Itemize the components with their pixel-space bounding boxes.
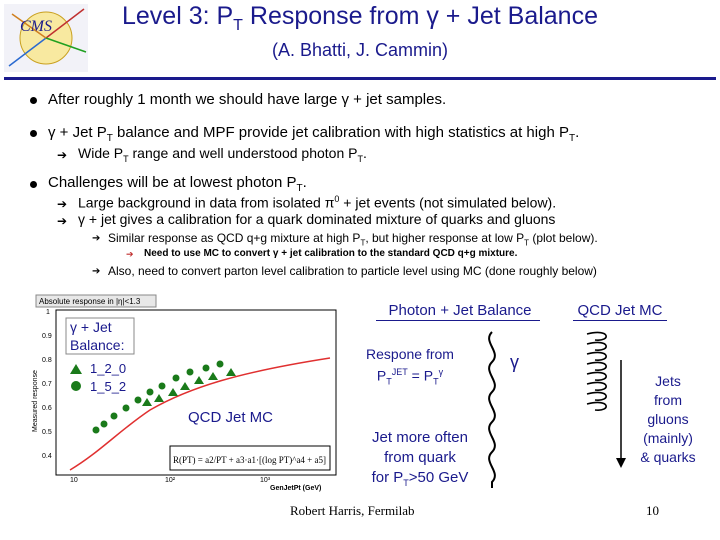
bullet-3-text: Challenges will be at lowest photon PT. [48, 174, 307, 194]
underline [376, 320, 540, 321]
bullet-icon [30, 181, 37, 188]
y-axis-label: Measured response [32, 370, 39, 432]
plot-frame-title: Absolute response in |η|<1.3 [39, 297, 141, 306]
footer-author: Robert Harris, Fermilab [290, 503, 415, 518]
ytick-label: 0.7 [42, 381, 52, 388]
arrow-icon: ➔ [57, 148, 68, 162]
ytick-label: 0.8 [42, 357, 52, 364]
bullet-1-text: After roughly 1 month we should have lar… [48, 91, 447, 108]
fit-formula: R(PT) = a2/PT + a3·a1·[(log PT)^a4 + a5] [173, 455, 326, 465]
bullet-3-sub-2-a-text: Similar response as QCD q+g mixture at h… [108, 231, 598, 248]
jet-quark-label: Jet more often from quark for PT>50 GeV [371, 429, 469, 488]
xtick-label: 10 [70, 477, 78, 484]
response-plot: Absolute response in |η|<1.3 1 0.9 0.8 0… [30, 292, 340, 492]
circle-marker-icon [71, 381, 81, 391]
arrow-icon: ➔ [92, 266, 101, 277]
underline [573, 320, 667, 321]
page-number: 10 [646, 503, 659, 518]
legend-title-line1: γ + Jet [70, 319, 112, 335]
ytick-label: 0.4 [42, 453, 52, 460]
legend-item-1: 1_2_0 [90, 361, 126, 376]
bullet-3-sub-1-text: Large background in data from isolated π… [78, 194, 557, 211]
legend-item-2: 1_5_2 [90, 379, 126, 394]
bullet-2-sub-text: Wide PT range and well understood photon… [78, 145, 367, 164]
arrow-icon: ➔ [92, 233, 101, 244]
cms-logo: CMS [4, 4, 88, 72]
respone-label: Respone from PTJET = PTγ [366, 346, 454, 387]
qcd-jet-mc-header: QCD Jet MC [577, 302, 663, 319]
bullet-3-sub-2-b-text: Also, need to convert parton level calib… [108, 264, 597, 278]
downward-arrow-icon [614, 360, 628, 470]
gamma-symbol: γ [510, 352, 519, 372]
triangle-marker-icon [70, 364, 82, 374]
jets-gluons-label: Jets from gluons (mainly) & quarks [640, 373, 696, 465]
svg-text:CMS: CMS [20, 18, 52, 35]
page-subtitle: (A. Bhatti, J. Cammin) [271, 40, 449, 60]
ytick-label: 0.6 [42, 405, 52, 412]
ytick-label: 0.9 [42, 333, 52, 340]
arrow-icon: ➔ [126, 249, 134, 259]
ytick-label: 1 [46, 309, 50, 316]
photon-jet-balance-label: Photon + Jet Balance [388, 302, 532, 319]
gluon-coil-icon [583, 328, 615, 418]
xtick-label: 10² [165, 477, 176, 484]
legend-title-line2: Balance: [70, 337, 124, 353]
bullet-3-sub-2-a-i-text: Need to use MC to convert γ + jet calibr… [144, 248, 518, 259]
bullet-2-text: γ + Jet PT balance and MPF provide jet c… [48, 124, 580, 144]
bullet-icon [30, 130, 37, 137]
x-axis-label: GenJetPt (GeV) [270, 485, 321, 492]
arrow-icon: ➔ [57, 197, 68, 211]
bullet-icon [30, 97, 37, 104]
xtick-label: 10³ [260, 477, 271, 484]
ytick-label: 0.5 [42, 429, 52, 436]
title-divider [4, 77, 716, 80]
qcd-jet-mc-label: QCD Jet MC [188, 409, 273, 426]
fit-curve [69, 357, 331, 471]
bullet-3-sub-2-text: γ + jet gives a calibration for a quark … [78, 211, 556, 227]
page-title: Level 3: PT Response from γ + Jet Balanc… [121, 2, 598, 34]
gluon-squiggle-icon [480, 330, 504, 490]
arrow-icon: ➔ [57, 214, 68, 228]
